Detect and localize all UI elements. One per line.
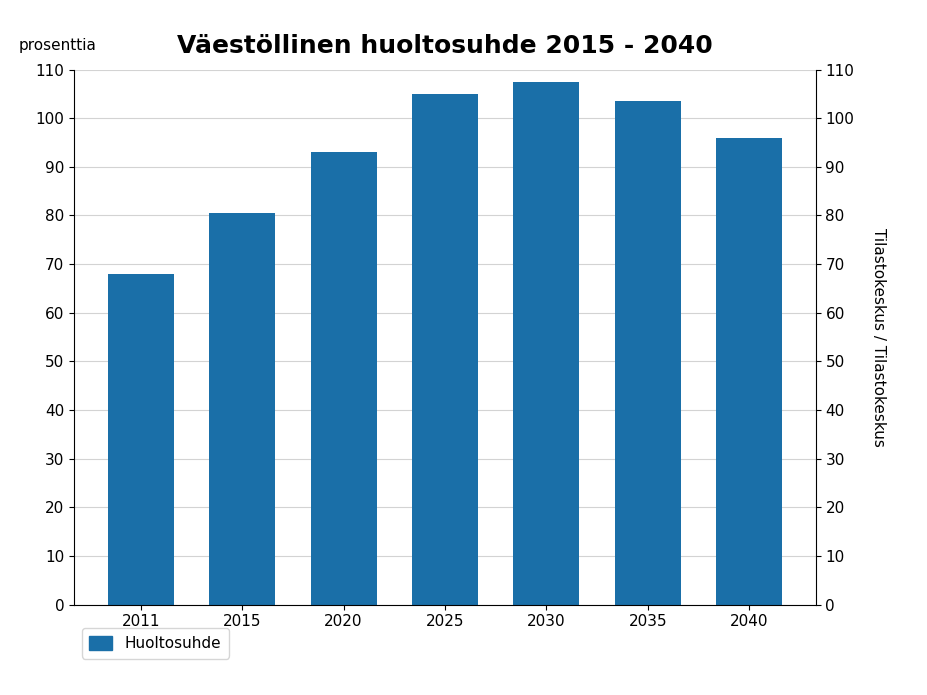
Text: prosenttia: prosenttia: [19, 38, 96, 54]
Bar: [412, 94, 478, 605]
Bar: [108, 274, 173, 605]
Y-axis label: Tilastokeskus / Tilastokeskus: Tilastokeskus / Tilastokeskus: [871, 228, 886, 446]
Legend: Huoltosuhde: Huoltosuhde: [82, 628, 229, 659]
Title: Väestöllinen huoltosuhde 2015 - 2040: Väestöllinen huoltosuhde 2015 - 2040: [177, 34, 713, 58]
Bar: [717, 138, 782, 605]
Bar: [514, 82, 579, 605]
Bar: [210, 213, 275, 605]
Bar: [311, 152, 376, 605]
Bar: [615, 101, 680, 605]
